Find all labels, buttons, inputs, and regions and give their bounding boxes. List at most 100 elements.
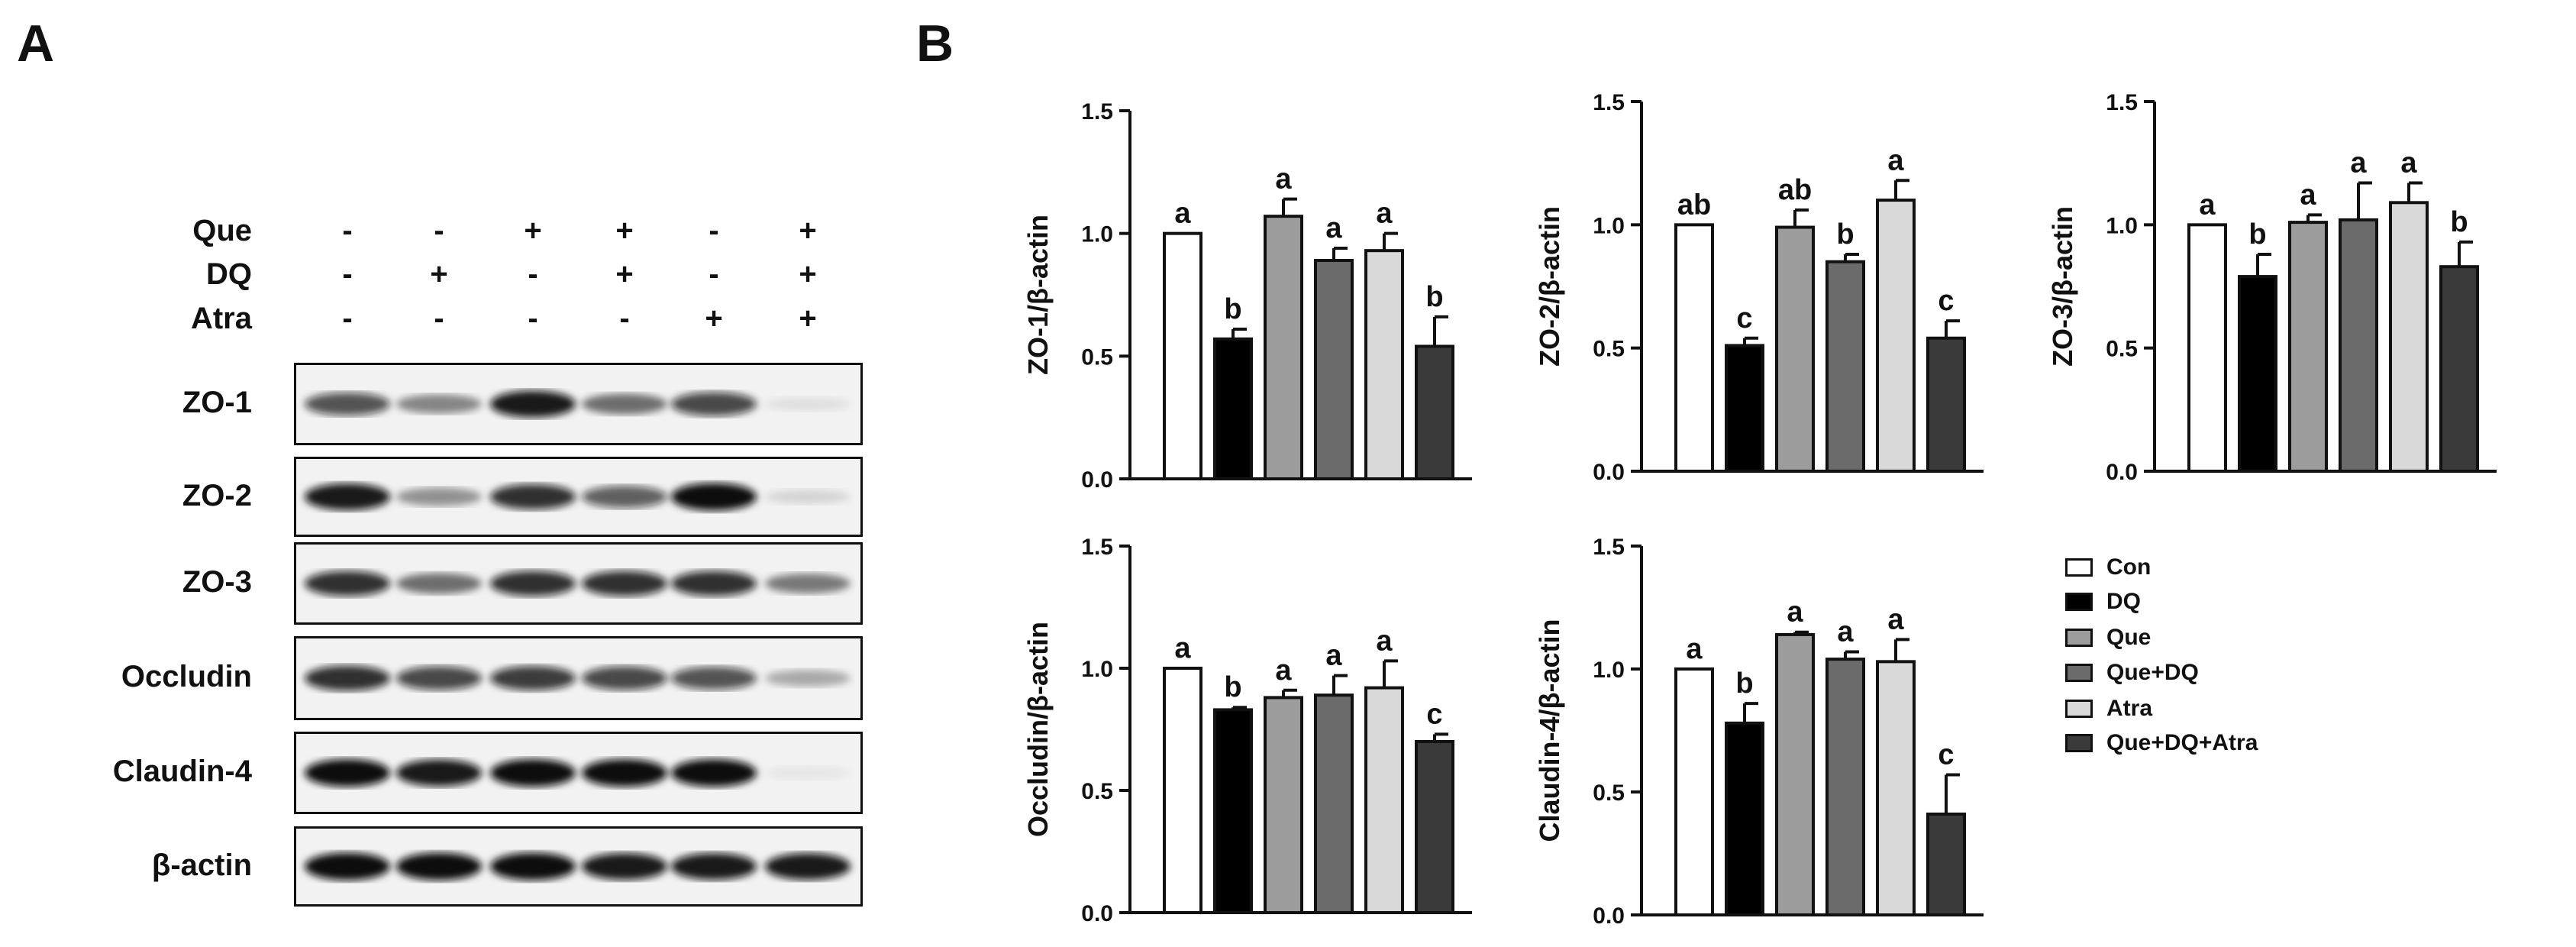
significance-letter: a [1887, 603, 1904, 635]
significance-letter: a [1686, 633, 1703, 665]
treatment-sign: - [528, 257, 538, 291]
blot-strip [294, 542, 863, 625]
protein-band [305, 759, 390, 787]
protein-band [671, 759, 757, 787]
y-tick-label: 1.5 [2106, 90, 2138, 115]
treatment-sign: + [799, 214, 817, 247]
legend-swatch [2065, 593, 2093, 611]
y-tick-label: 0.5 [1081, 344, 1113, 370]
significance-letter: b [1836, 218, 1854, 250]
bar [2339, 218, 2378, 473]
significance-letter: b [1735, 667, 1753, 700]
bar [1314, 259, 1354, 480]
significance-letter: a [1174, 632, 1191, 664]
legend-label: Que+DQ+Atra [2106, 730, 2258, 755]
protein-band [305, 483, 390, 510]
significance-letter: b [1425, 281, 1443, 313]
significance-letter: c [1938, 739, 1954, 771]
legend-swatch [2065, 629, 2093, 647]
bar [2389, 201, 2429, 473]
y-tick-label: 1.0 [1593, 213, 1625, 238]
protein-band [582, 486, 667, 508]
significance-letter: a [2300, 179, 2316, 211]
protein-band [582, 393, 667, 415]
blot-strip [294, 457, 863, 537]
protein-band [396, 573, 482, 594]
protein-band [305, 665, 390, 691]
legend-label: Atra [2106, 696, 2153, 721]
bar [1725, 721, 1764, 917]
protein-band [490, 390, 576, 418]
bar [2288, 221, 2328, 473]
bar [1926, 812, 1966, 916]
y-tick-label: 1.0 [2106, 213, 2138, 238]
protein-band [765, 853, 851, 880]
significance-letter: a [1787, 596, 1803, 629]
bar [1825, 658, 1865, 916]
bar [1415, 740, 1454, 914]
significance-letter: c [1426, 698, 1442, 730]
bar [1926, 336, 1966, 474]
y-tick-label: 0.5 [1593, 337, 1625, 362]
treatment-label: Atra [190, 302, 252, 335]
protein-band [671, 853, 757, 880]
legend-item: Que+DQ+Atra [2065, 726, 2258, 761]
protein-label: Claudin-4 [112, 755, 252, 788]
bar [1213, 337, 1253, 480]
treatment-sign: + [799, 302, 817, 335]
legend-label: Con [2106, 554, 2152, 580]
protein-band [305, 570, 390, 596]
treatment-sign: + [799, 257, 817, 291]
significance-letter: a [1376, 198, 1393, 230]
protein-label: ZO-2 [182, 478, 252, 512]
protein-band [396, 487, 482, 506]
significance-letter: a [1837, 616, 1854, 648]
treatment-sign: + [524, 214, 542, 247]
protein-band [305, 852, 390, 881]
treatment-sign: + [615, 257, 634, 291]
legend-item: Con [2065, 550, 2151, 585]
protein-band [582, 666, 667, 690]
bar [1264, 696, 1303, 915]
treatment-sign: - [709, 257, 719, 291]
significance-letter: b [2450, 206, 2468, 238]
significance-letter: a [1325, 212, 1342, 244]
y-tick-label: 1.0 [1593, 658, 1625, 683]
significance-letter: a [1376, 625, 1393, 657]
protein-band [671, 570, 757, 596]
treatment-sign: - [342, 302, 353, 335]
y-tick-label: 1.5 [1081, 535, 1113, 560]
protein-band [396, 666, 482, 690]
bar [1264, 215, 1303, 480]
protein-band [765, 574, 851, 593]
protein-band [490, 759, 576, 787]
protein-band [765, 397, 851, 411]
treatment-label: DQ [206, 257, 252, 291]
bar [2238, 275, 2277, 473]
significance-letter: a [1275, 654, 1292, 687]
y-tick-label: 0.0 [2106, 460, 2138, 485]
protein-band [490, 484, 576, 509]
y-tick-label: 0.5 [2106, 337, 2138, 362]
treatment-sign: + [615, 214, 634, 247]
legend-swatch [2065, 664, 2093, 682]
y-tick-label: 0.5 [1593, 781, 1625, 806]
treatment-sign: - [342, 214, 353, 247]
protein-band [582, 570, 667, 596]
protein-band [671, 667, 757, 690]
bar [2187, 223, 2227, 473]
y-tick-label: 1.0 [1081, 657, 1113, 682]
treatment-sign: - [528, 302, 538, 335]
protein-band [582, 759, 667, 787]
legend-swatch [2065, 734, 2093, 752]
treatment-sign: - [434, 302, 444, 335]
y-tick-label: 0.0 [1593, 903, 1625, 929]
y-tick-label: 1.5 [1593, 535, 1625, 560]
protein-band [490, 666, 576, 690]
protein-band [765, 766, 851, 780]
legend-item: DQ [2065, 584, 2141, 619]
significance-letter: a [2199, 189, 2216, 221]
bar [1876, 660, 1916, 917]
significance-letter: b [2248, 218, 2266, 250]
